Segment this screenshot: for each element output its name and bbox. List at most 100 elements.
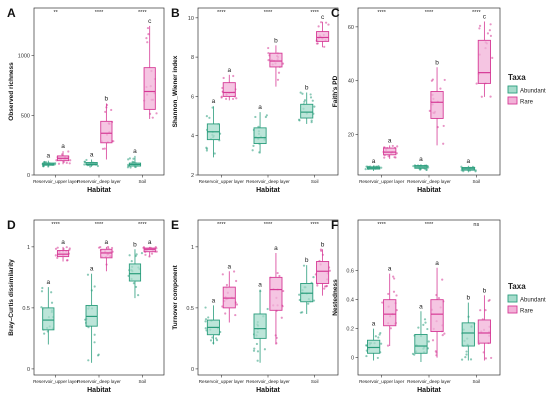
significance-label: **** <box>472 10 481 16</box>
group-letter: a <box>133 148 137 155</box>
box-rare <box>100 120 113 144</box>
x-tick-label: Reservoir_upper layer <box>33 179 79 184</box>
data-point <box>387 155 390 158</box>
plot-frame <box>197 219 339 376</box>
data-point <box>327 23 330 26</box>
box-abundant <box>367 339 381 354</box>
y-tick-label: 1 <box>27 245 30 251</box>
x-tick-label: Soil <box>138 379 146 384</box>
data-point <box>396 145 399 148</box>
data-point <box>204 318 208 321</box>
data-point <box>93 285 96 288</box>
y-tick-label: 0.4 <box>346 298 354 304</box>
group-letter: a <box>258 282 262 289</box>
data-point <box>222 76 225 80</box>
data-point <box>309 96 313 99</box>
data-point <box>43 160 46 164</box>
data-point <box>317 25 320 28</box>
data-point <box>386 344 390 347</box>
legend-top: Taxa Abundant Rare <box>507 73 546 106</box>
data-point <box>146 41 149 44</box>
box-rare <box>56 250 70 258</box>
legend-swatch-abundant <box>507 294 518 303</box>
data-point <box>298 119 301 122</box>
data-point <box>281 62 285 65</box>
data-point <box>215 339 219 342</box>
legend-title: Taxa <box>508 282 526 291</box>
data-point <box>50 291 53 294</box>
group-letter: b <box>305 257 309 264</box>
data-point <box>87 326 90 329</box>
data-point <box>65 161 68 164</box>
data-point <box>208 116 211 119</box>
data-point <box>205 147 209 150</box>
panel-d: D 0 0.5 1 Bray–Curtis dissimilarity Habitat Re… <box>7 218 165 394</box>
x-axis-label: Habitat <box>87 387 111 394</box>
panel-f: F 0 0.2 0.4 0.6 Nestedness Habitat Reservoir_up… <box>331 218 501 394</box>
significance-label: **** <box>377 10 386 16</box>
x-tick-label: Reservoir_upper layer <box>33 379 79 384</box>
data-point <box>146 26 150 30</box>
data-point <box>253 347 256 350</box>
data-point <box>491 56 494 59</box>
data-point <box>151 116 154 119</box>
data-point <box>301 92 304 95</box>
legend-label-rare: Rare <box>520 100 534 106</box>
y-axis-label: Faith's PD <box>332 75 339 107</box>
data-point <box>313 105 316 108</box>
panel-b: B 2 4 6 8 10 Shannon_Wiener index Habitat Reserv… <box>171 6 339 194</box>
data-point <box>328 269 331 272</box>
y-tick-label: 1000 <box>18 54 30 60</box>
data-point <box>132 282 135 285</box>
data-point <box>99 245 102 249</box>
data-point <box>276 271 279 275</box>
data-point <box>235 279 238 283</box>
data-point <box>220 96 223 99</box>
significance-label: **** <box>217 222 226 228</box>
data-point <box>323 287 326 290</box>
data-point <box>489 23 492 26</box>
data-point <box>465 353 468 356</box>
group-letter: a <box>227 67 231 74</box>
data-point <box>309 93 312 96</box>
data-point <box>484 357 488 360</box>
data-point <box>252 144 255 147</box>
data-point <box>439 87 442 90</box>
y-tick-label: 0 <box>191 367 194 373</box>
significance-label: **** <box>377 222 386 228</box>
data-point <box>302 264 306 267</box>
data-point <box>303 100 306 103</box>
x-tick-label: Reservoir_upper layer <box>199 379 245 384</box>
data-point <box>377 336 380 339</box>
group-letter: a <box>435 260 439 267</box>
data-point <box>235 303 239 306</box>
data-point <box>479 309 482 312</box>
x-axis-label: Habitat <box>256 387 280 394</box>
plot-frame <box>357 7 501 176</box>
data-point <box>441 278 444 281</box>
group-letter: b <box>435 59 439 66</box>
box-rare <box>383 147 397 156</box>
x-axis-label: Habitat <box>256 187 280 194</box>
group-letter: a <box>61 143 65 150</box>
data-point <box>480 95 483 98</box>
panel-label: D <box>7 218 16 232</box>
data-point <box>488 29 491 32</box>
data-point <box>311 99 314 102</box>
data-point <box>469 358 473 361</box>
legend-item-rare: Rare <box>507 96 534 106</box>
data-point <box>128 157 132 160</box>
legend-title: Taxa <box>508 73 526 82</box>
data-point <box>278 274 281 278</box>
significance-label: ** <box>54 10 59 16</box>
y-tick-label: 0 <box>27 367 30 373</box>
box-rare <box>383 299 397 327</box>
y-axis-label: Shannon_Wiener index <box>172 55 179 127</box>
significance-label: **** <box>217 10 226 16</box>
box-abundant <box>253 127 267 145</box>
data-point <box>204 327 207 330</box>
box-rare <box>269 276 283 311</box>
x-axis-label: Habitat <box>87 187 111 194</box>
box-rare <box>143 247 156 253</box>
y-tick-label: 1 <box>191 245 194 251</box>
